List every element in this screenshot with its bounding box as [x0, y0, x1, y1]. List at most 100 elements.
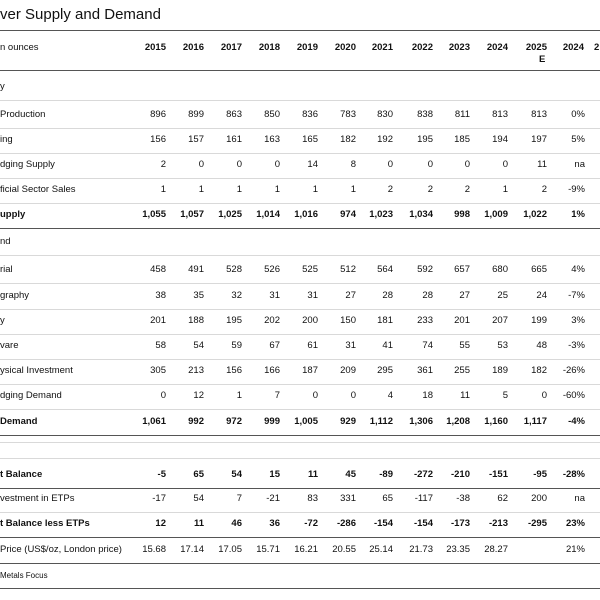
cell: 0 [236, 159, 242, 170]
cell: 2 [541, 184, 547, 195]
cell: 1,023 [369, 209, 393, 220]
rule [0, 588, 600, 589]
cell: -26% [562, 365, 585, 376]
cell: 7 [236, 493, 242, 504]
year-header: 2015 [144, 42, 166, 53]
year-header: 2022 [411, 42, 433, 53]
cell: 2 [387, 184, 393, 195]
cell: 838 [417, 109, 433, 120]
year-header: 2025 [525, 42, 547, 53]
cell: 361 [417, 365, 433, 376]
rule [0, 409, 600, 410]
cell: 1,025 [218, 209, 242, 220]
cell: 17.05 [218, 544, 242, 555]
cell: 1,005 [294, 416, 318, 427]
cell: 189 [492, 365, 508, 376]
cell: 850 [264, 109, 280, 120]
cell: 1,016 [294, 209, 318, 220]
cell: 55 [459, 340, 470, 351]
title: ver Supply and Demand [0, 6, 161, 23]
cell: 58 [155, 340, 166, 351]
row-label: Price (US$/oz, London price) [0, 544, 122, 555]
row-label: y [0, 315, 5, 326]
cell: 74 [422, 340, 433, 351]
cell: na [574, 493, 585, 504]
cell: 0 [541, 390, 547, 401]
cell: -154 [413, 518, 433, 529]
cell: 207 [492, 315, 508, 326]
cell: 0 [427, 159, 433, 170]
cell: 14 [307, 159, 318, 170]
cell: 512 [340, 264, 356, 275]
cell: 21% [565, 544, 585, 555]
cell: -17 [152, 493, 166, 504]
cell: 161 [226, 134, 242, 145]
cell: 209 [340, 365, 356, 376]
cell: 192 [377, 134, 393, 145]
year-header: 2018 [258, 42, 280, 53]
year-header: 2017 [220, 42, 242, 53]
row-label: y [0, 81, 5, 92]
cell: 998 [454, 209, 470, 220]
cell: 295 [377, 365, 393, 376]
cell: 2 [427, 184, 433, 195]
cell: 0 [274, 159, 280, 170]
cell: -7% [568, 290, 585, 301]
cell: 31 [307, 290, 318, 301]
cell: 12 [155, 518, 166, 529]
cell: 194 [492, 134, 508, 145]
cell: 1 [236, 390, 242, 401]
cell: 200 [531, 493, 547, 504]
cell: 896 [150, 109, 166, 120]
cell: 5 [502, 390, 508, 401]
cell: 65 [382, 493, 393, 504]
cell: 201 [454, 315, 470, 326]
row-label: upply [0, 209, 26, 220]
cell: 27 [459, 290, 470, 301]
cell: 233 [417, 315, 433, 326]
cell: -151 [488, 469, 508, 480]
cell: -9% [568, 184, 585, 195]
cell: 0 [160, 390, 166, 401]
rule [0, 537, 600, 538]
cell: 15.71 [256, 544, 280, 555]
cell: 0 [312, 390, 318, 401]
cell: 528 [226, 264, 242, 275]
cell: 25.14 [369, 544, 393, 555]
cell: 1% [571, 209, 585, 220]
cell: 899 [188, 109, 204, 120]
cell: 156 [226, 365, 242, 376]
cell: 1,306 [409, 416, 433, 427]
source: Metals Focus [0, 571, 48, 580]
rule [0, 100, 600, 101]
cell: 1,009 [484, 209, 508, 220]
cell: 24 [536, 290, 547, 301]
cell: -210 [450, 469, 470, 480]
cell: 0 [350, 390, 356, 401]
cell: 1 [198, 184, 204, 195]
cell: 305 [150, 365, 166, 376]
cell: -272 [413, 469, 433, 480]
cell: 41 [382, 340, 393, 351]
cell: 1,057 [180, 209, 204, 220]
rule [0, 178, 600, 179]
cell: 53 [497, 340, 508, 351]
cell: 61 [307, 340, 318, 351]
cell: 680 [492, 264, 508, 275]
cell: -95 [533, 469, 547, 480]
unit-label: n ounces [0, 42, 39, 53]
cell: 1,014 [256, 209, 280, 220]
cell: 1 [312, 184, 318, 195]
cell: 12 [193, 390, 204, 401]
cell: 1,022 [523, 209, 547, 220]
cell: 1,160 [484, 416, 508, 427]
row-label: graphy [0, 290, 30, 301]
cell: 564 [377, 264, 393, 275]
cell: 0 [464, 159, 470, 170]
rule [0, 563, 600, 564]
cell: 83 [307, 493, 318, 504]
rule [0, 203, 600, 204]
row-label: ficial Sector Sales [0, 184, 76, 195]
cell: 166 [264, 365, 280, 376]
cell: 15 [269, 469, 280, 480]
